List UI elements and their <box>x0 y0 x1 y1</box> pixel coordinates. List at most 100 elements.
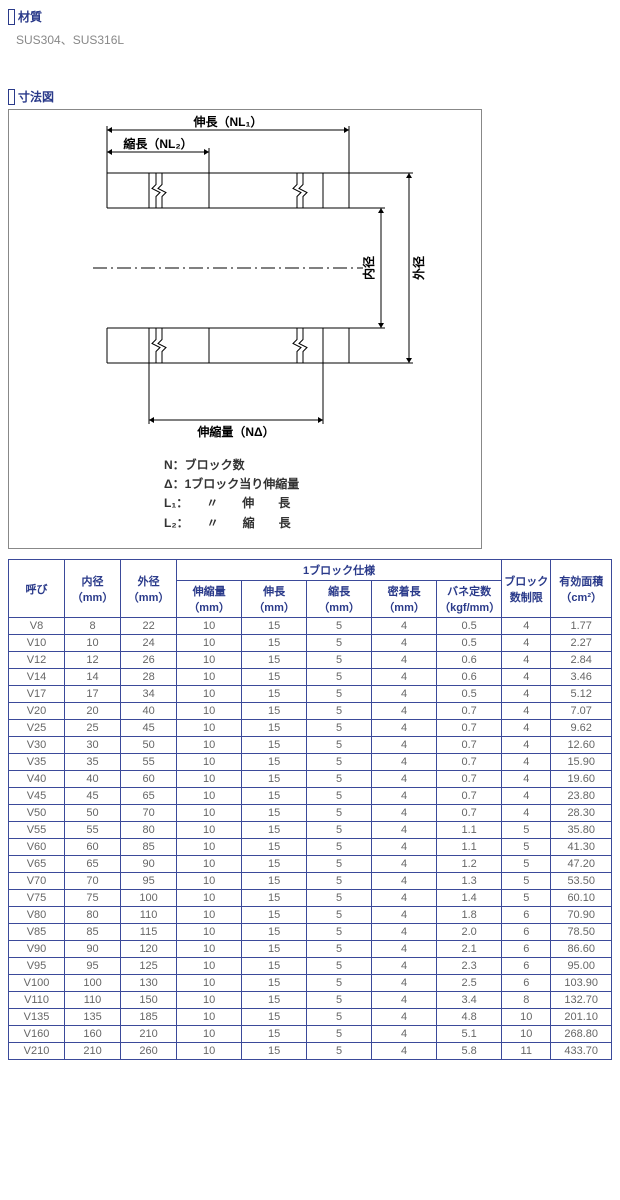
table-cell: 14 <box>65 669 121 686</box>
table-cell: V10 <box>9 635 65 652</box>
table-cell: 6 <box>502 975 551 992</box>
table-cell: 5 <box>307 618 372 635</box>
svg-text:縮長（NL₂）: 縮長（NL₂） <box>123 136 192 151</box>
table-cell: 210 <box>65 1043 121 1060</box>
table-row: V2020401015540.747.07 <box>9 703 612 720</box>
table-cell: 10 <box>177 754 242 771</box>
table-cell: 5 <box>307 686 372 703</box>
table-row: V1001001301015542.56103.90 <box>9 975 612 992</box>
table-cell: 10 <box>177 720 242 737</box>
table-cell: 10 <box>177 618 242 635</box>
table-cell: 4 <box>502 618 551 635</box>
table-row: V1717341015540.545.12 <box>9 686 612 703</box>
table-cell: 28 <box>121 669 177 686</box>
table-cell: 15 <box>242 1043 307 1060</box>
table-cell: V110 <box>9 992 65 1009</box>
table-cell: 50 <box>65 805 121 822</box>
table-cell: 260 <box>121 1043 177 1060</box>
table-cell: 5 <box>307 635 372 652</box>
table-cell: 40 <box>121 703 177 720</box>
table-cell: 30 <box>65 737 121 754</box>
table-cell: 41.30 <box>551 839 612 856</box>
spec-table-body: V88221015540.541.77V1010241015540.542.27… <box>9 618 612 1060</box>
th-close-length: 密着長（mm） <box>372 581 437 618</box>
table-cell: 5 <box>307 669 372 686</box>
table-cell: 10 <box>177 1026 242 1043</box>
table-cell: 3.46 <box>551 669 612 686</box>
table-cell: 120 <box>121 941 177 958</box>
table-cell: 40 <box>65 771 121 788</box>
table-cell: 5.12 <box>551 686 612 703</box>
table-cell: 10 <box>177 1009 242 1026</box>
table-cell: 20 <box>65 703 121 720</box>
table-cell: 4 <box>502 686 551 703</box>
table-row: V85851151015542.0678.50 <box>9 924 612 941</box>
table-cell: V45 <box>9 788 65 805</box>
table-cell: 7.07 <box>551 703 612 720</box>
table-cell: 100 <box>65 975 121 992</box>
table-cell: 15 <box>242 924 307 941</box>
table-cell: 45 <box>121 720 177 737</box>
table-cell: 5 <box>307 924 372 941</box>
table-cell: 15 <box>242 618 307 635</box>
th-area: 有効面積（cm²） <box>551 560 612 618</box>
table-cell: V25 <box>9 720 65 737</box>
table-cell: 15 <box>242 788 307 805</box>
svg-text:外径: 外径 <box>411 256 426 280</box>
table-cell: 10 <box>177 992 242 1009</box>
table-cell: V65 <box>9 856 65 873</box>
table-cell: 0.7 <box>437 788 502 805</box>
table-cell: 47.20 <box>551 856 612 873</box>
th-extended: 伸長（mm） <box>242 581 307 618</box>
table-cell: 4 <box>502 669 551 686</box>
table-cell: 4 <box>502 635 551 652</box>
table-cell: V35 <box>9 754 65 771</box>
diagram-section-header: 寸法図 <box>8 88 612 105</box>
table-cell: 1.2 <box>437 856 502 873</box>
table-cell: 10 <box>177 941 242 958</box>
table-cell: 5 <box>307 805 372 822</box>
table-cell: V90 <box>9 941 65 958</box>
table-row: V75751001015541.4560.10 <box>9 890 612 907</box>
table-cell: 95.00 <box>551 958 612 975</box>
table-cell: 60 <box>65 839 121 856</box>
table-cell: 5 <box>502 890 551 907</box>
table-row: V5555801015541.1535.80 <box>9 822 612 839</box>
table-cell: 4 <box>502 788 551 805</box>
table-cell: 10 <box>177 890 242 907</box>
table-cell: 5 <box>307 907 372 924</box>
table-row: V3535551015540.7415.90 <box>9 754 612 771</box>
section-marker-icon <box>8 89 15 105</box>
th-inner: 内径（mm） <box>65 560 121 618</box>
table-cell: 1.77 <box>551 618 612 635</box>
table-cell: 10 <box>177 771 242 788</box>
table-cell: 15 <box>242 856 307 873</box>
table-cell: 4 <box>372 856 437 873</box>
table-cell: 4 <box>372 771 437 788</box>
diagram-legend: N：ブロック数 Δ：1ブロック当り伸縮量 L₁： 〃 伸 長 L₂： 〃 縮 長 <box>164 456 299 533</box>
table-cell: 10 <box>177 1043 242 1060</box>
table-cell: 50 <box>121 737 177 754</box>
table-cell: V160 <box>9 1026 65 1043</box>
table-cell: 5 <box>307 720 372 737</box>
table-row: V95951251015542.3695.00 <box>9 958 612 975</box>
table-cell: 55 <box>121 754 177 771</box>
bellows-drawing: 伸長（NL₁）縮長（NL₂）伸縮量（NΔ）内径外径 <box>9 110 481 450</box>
dimension-diagram: 伸長（NL₁）縮長（NL₂）伸縮量（NΔ）内径外径 N：ブロック数 Δ：1ブロッ… <box>8 109 482 549</box>
table-cell: 125 <box>121 958 177 975</box>
table-cell: V30 <box>9 737 65 754</box>
table-cell: 15 <box>242 771 307 788</box>
table-cell: 95 <box>65 958 121 975</box>
table-cell: 15 <box>242 720 307 737</box>
table-cell: 0.7 <box>437 720 502 737</box>
table-cell: 90 <box>65 941 121 958</box>
table-cell: V8 <box>9 618 65 635</box>
table-cell: 5.8 <box>437 1043 502 1060</box>
table-cell: 4 <box>372 754 437 771</box>
table-cell: 15 <box>242 737 307 754</box>
table-cell: 185 <box>121 1009 177 1026</box>
table-cell: 4 <box>372 941 437 958</box>
th-block-spec: 1ブロック仕様 <box>177 560 502 581</box>
table-cell: 1.1 <box>437 839 502 856</box>
table-cell: 4 <box>502 703 551 720</box>
